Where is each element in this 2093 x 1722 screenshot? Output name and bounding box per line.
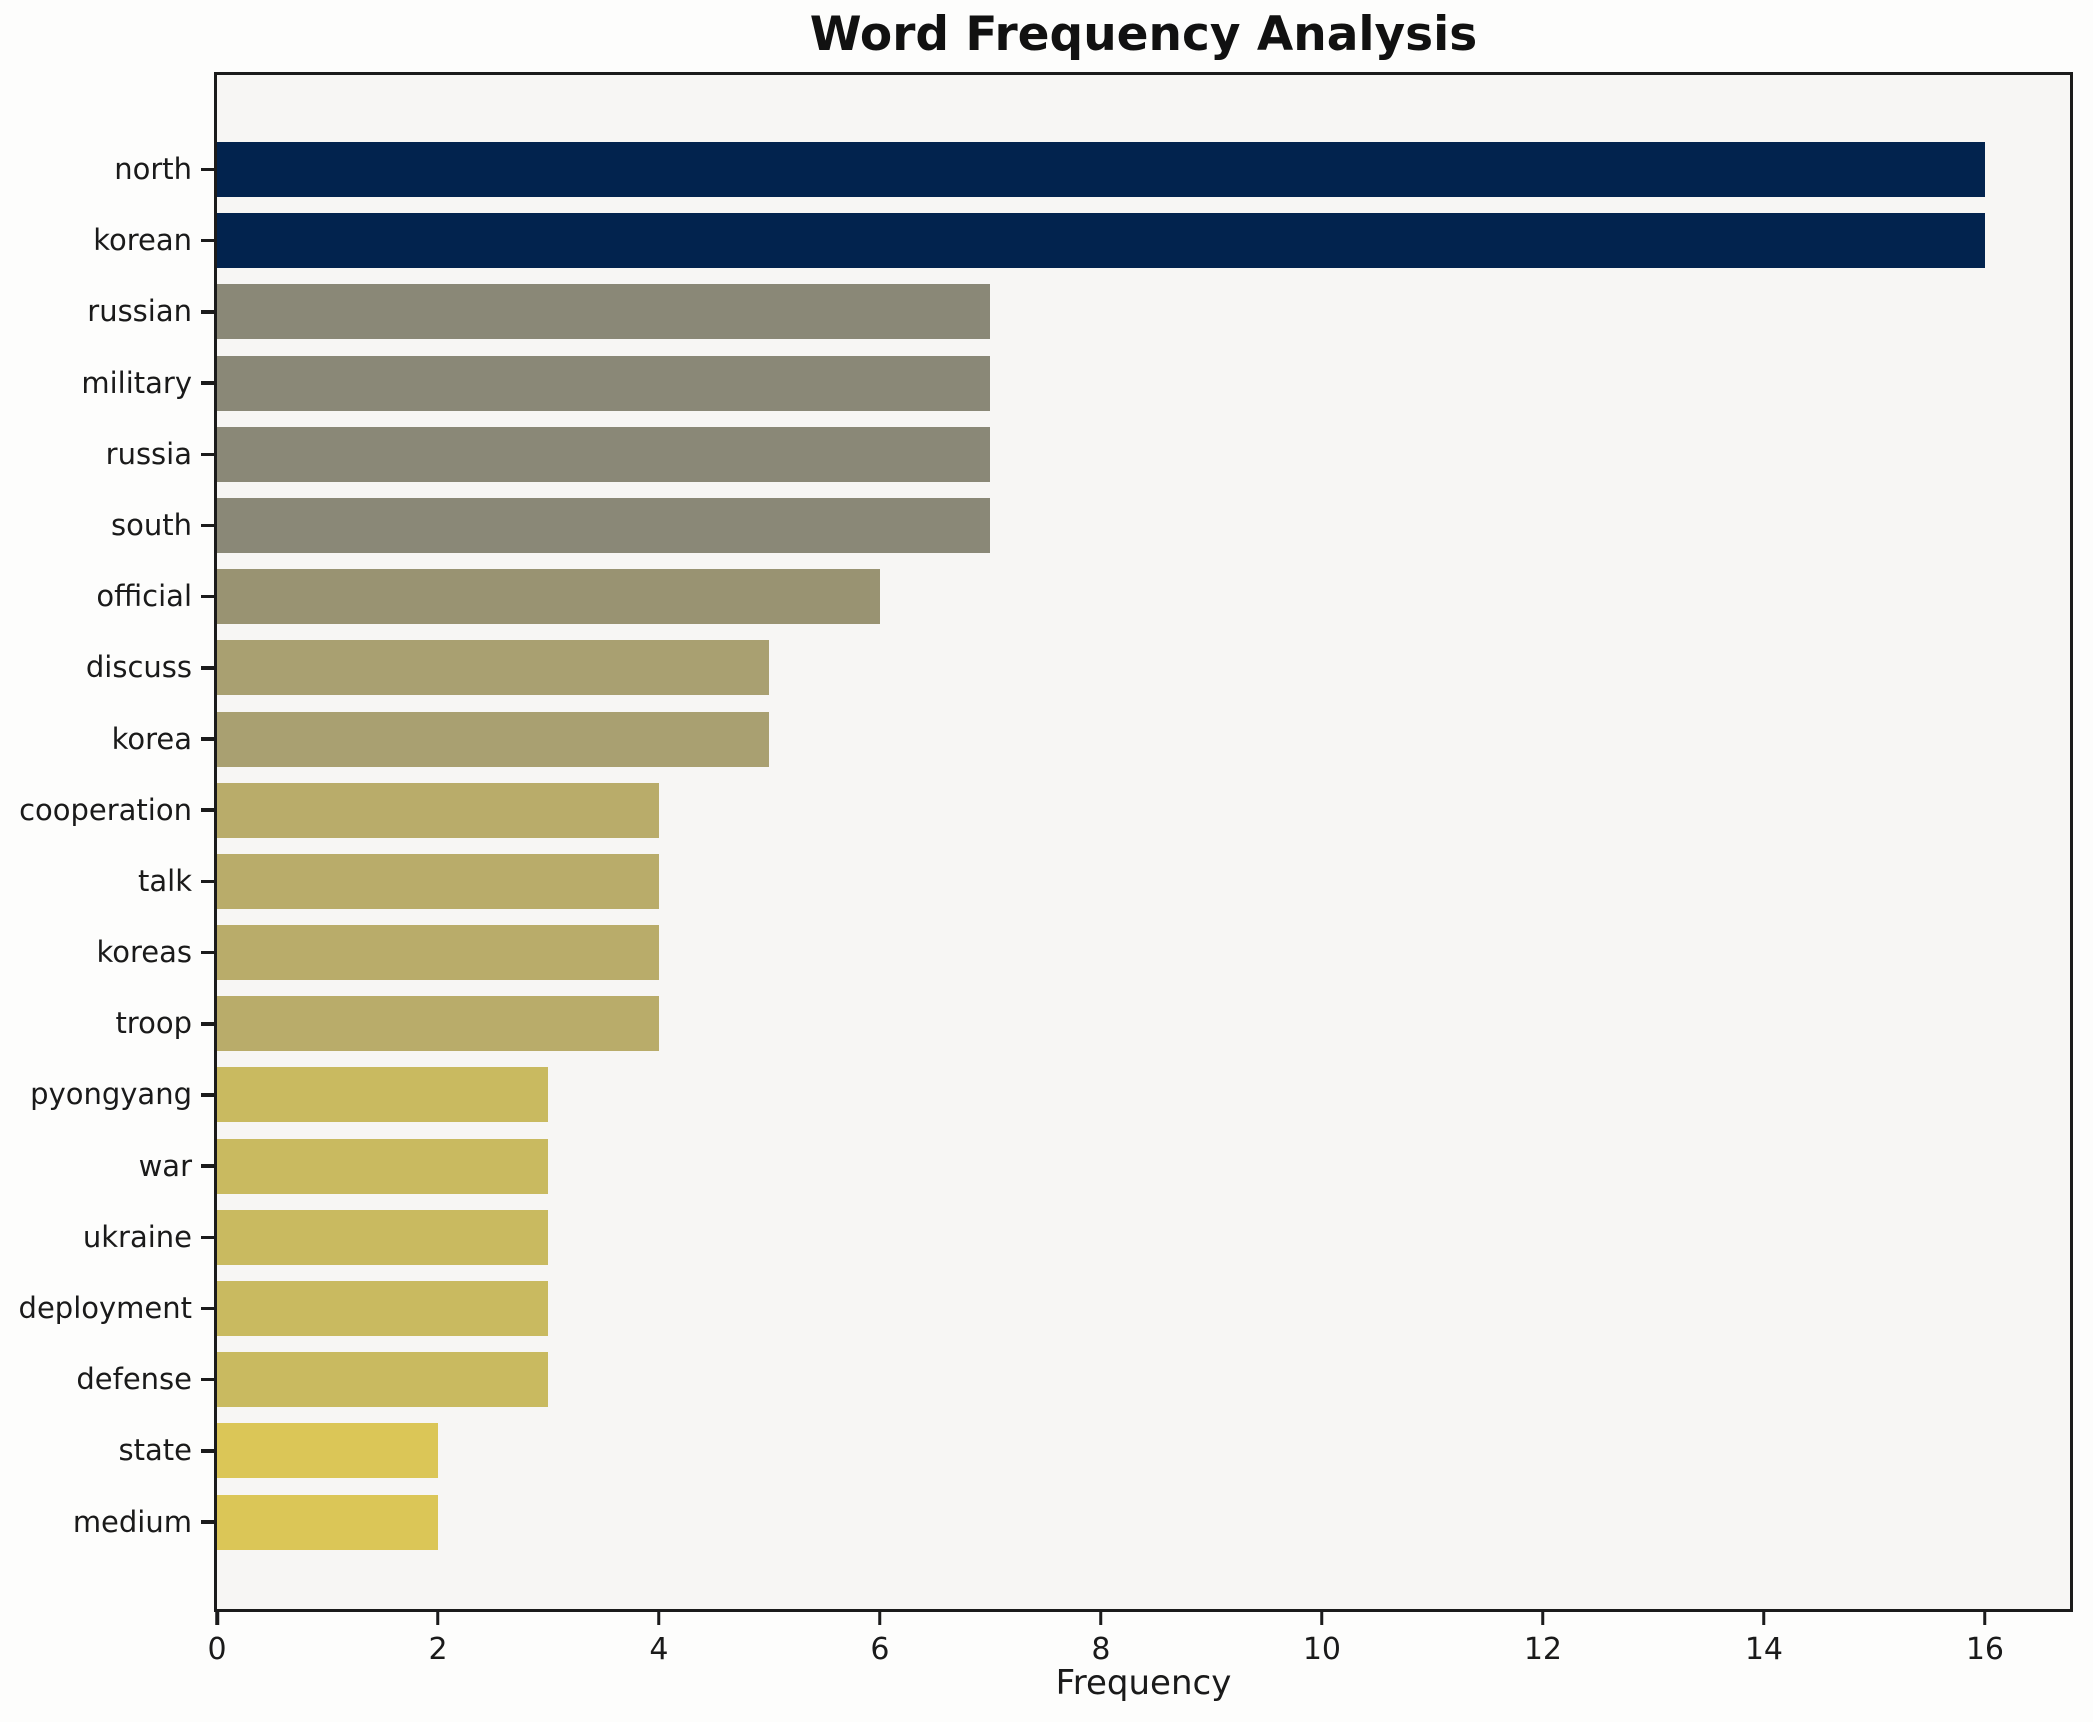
- y-axis-ticks: [201, 75, 214, 1609]
- y-axis-label: medium: [72, 1504, 192, 1539]
- x-tick-label: 16: [1965, 1632, 2004, 1667]
- x-tick-mark: [1762, 1612, 1766, 1625]
- chart-title: Word Frequency Analysis: [809, 7, 1478, 62]
- y-axis-label: troop: [115, 1006, 192, 1041]
- bar-south: [217, 497, 991, 553]
- x-tick-mark: [1541, 1612, 1545, 1625]
- x-tick-label: 2: [428, 1632, 448, 1667]
- plot-area: [214, 72, 2073, 1612]
- y-axis-label: south: [111, 507, 192, 542]
- x-tick-label: 14: [1744, 1632, 1783, 1667]
- y-tick-mark: [201, 310, 214, 314]
- bar-korean: [217, 213, 1985, 269]
- y-tick-mark: [201, 737, 214, 741]
- y-axis-label: official: [96, 579, 192, 614]
- y-tick-mark: [201, 1449, 214, 1453]
- x-tick-mark: [1983, 1612, 1987, 1625]
- bar-cooperation: [217, 782, 659, 838]
- y-tick-mark: [201, 167, 214, 172]
- bar-russian: [217, 284, 991, 340]
- y-axis-label: discuss: [85, 650, 192, 685]
- x-tick-label: 10: [1302, 1632, 1342, 1667]
- y-axis-label: defense: [76, 1362, 192, 1397]
- y-tick-mark: [201, 381, 214, 385]
- y-tick-mark: [201, 808, 214, 812]
- bar-pyongyang: [217, 1067, 549, 1123]
- y-tick-mark: [201, 1306, 214, 1311]
- bar-koreas: [217, 925, 659, 981]
- y-axis-label: ukraine: [82, 1219, 192, 1254]
- x-tick-mark: [657, 1612, 661, 1625]
- y-axis-label: north: [114, 152, 192, 186]
- y-tick-mark: [201, 523, 214, 528]
- y-axis-label: state: [118, 1433, 192, 1468]
- x-axis: 0 2 4 6 8 10 12 14 16: [207, 1612, 2070, 1682]
- y-axis-label: korea: [111, 721, 192, 756]
- y-tick-mark: [201, 1164, 214, 1168]
- x-tick-mark: [878, 1612, 882, 1625]
- x-tick-label: 8: [1091, 1632, 1111, 1667]
- y-tick-mark: [201, 238, 214, 243]
- y-axis-label: cooperation: [19, 792, 192, 827]
- x-tick-label: 6: [870, 1632, 890, 1667]
- bar-discuss: [217, 640, 770, 696]
- x-tick-mark: [436, 1612, 440, 1625]
- x-tick-mark: [215, 1612, 219, 1625]
- bar-deployment: [217, 1281, 549, 1336]
- y-axis-label: deployment: [18, 1291, 192, 1325]
- x-axis-label: Frequency: [1055, 1663, 1232, 1703]
- bar-ukraine: [217, 1209, 549, 1265]
- y-tick-mark: [201, 452, 214, 456]
- y-axis-label: pyongyang: [30, 1077, 192, 1112]
- bar-war: [217, 1138, 549, 1194]
- y-axis-label: russia: [105, 436, 192, 471]
- y-tick-mark: [201, 1520, 214, 1524]
- y-axis-label: talk: [138, 863, 192, 898]
- x-tick-label: 12: [1523, 1632, 1563, 1667]
- y-axis-label: war: [138, 1148, 192, 1183]
- bar-defense: [217, 1352, 549, 1408]
- y-tick-mark: [201, 1093, 214, 1097]
- bar-medium: [217, 1494, 438, 1550]
- bar-series: [217, 75, 2070, 1609]
- bar-official: [217, 569, 880, 625]
- x-tick-label: 4: [649, 1632, 669, 1667]
- bar-russia: [217, 426, 991, 482]
- y-tick-mark: [201, 1235, 214, 1240]
- bar-talk: [217, 853, 659, 909]
- bar-korea: [217, 711, 770, 767]
- y-axis-label: korean: [93, 223, 192, 258]
- bar-state: [217, 1423, 438, 1479]
- y-tick-mark: [201, 879, 214, 884]
- y-axis-label: russian: [87, 294, 192, 329]
- x-tick-mark: [1320, 1612, 1324, 1625]
- y-axis-labels: north korean russian military russia south off…: [0, 75, 192, 1609]
- bar-military: [217, 355, 991, 411]
- y-tick-mark: [201, 1022, 214, 1026]
- y-tick-mark: [201, 594, 214, 599]
- y-axis-label: koreas: [96, 935, 192, 970]
- y-tick-mark: [201, 950, 214, 955]
- bar-north: [217, 142, 1985, 197]
- y-tick-mark: [201, 666, 214, 670]
- y-axis-label: military: [81, 365, 192, 400]
- x-tick-label: 0: [207, 1632, 227, 1667]
- y-tick-mark: [201, 1377, 214, 1382]
- x-tick-mark: [1099, 1612, 1103, 1625]
- bar-troop: [217, 996, 659, 1052]
